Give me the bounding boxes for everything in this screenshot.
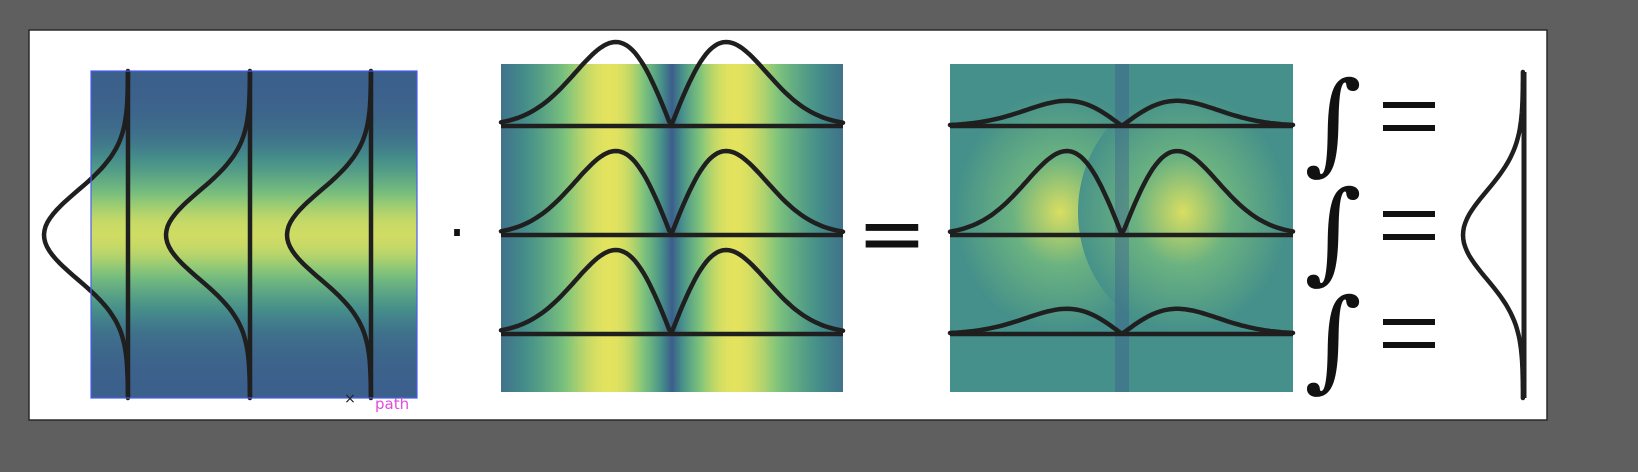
product-null-band <box>1115 64 1129 392</box>
result-gaussian-curve[interactable] <box>1460 69 1526 401</box>
equals-small-bottom-bar-3 <box>1383 342 1435 348</box>
product-curve-2[interactable] <box>947 148 1296 236</box>
derivative-curve-1[interactable] <box>498 39 846 126</box>
equals-small-top-bar-3 <box>1383 319 1435 325</box>
equals-sign: = <box>857 184 927 282</box>
product-curve-1[interactable] <box>947 98 1296 128</box>
integral-sign-2: ∫ <box>1304 167 1361 295</box>
product-lobe-2 <box>1078 92 1288 332</box>
equals-small-bottom-bar-2 <box>1383 234 1435 240</box>
integral-sign-3: ∫ <box>1304 275 1361 403</box>
gaussian-curve-1[interactable] <box>41 68 131 401</box>
product-curve-3[interactable] <box>947 306 1296 336</box>
selection-bounding-box[interactable] <box>90 70 418 399</box>
x-cross-icon: × <box>344 391 356 407</box>
gaussian-curve-3[interactable] <box>284 68 374 401</box>
equals-small-top-bar-1 <box>1383 102 1435 108</box>
integral-sign-1: ∫ <box>1304 58 1361 186</box>
derivative-curve-3[interactable] <box>498 247 846 334</box>
equals-small-top-bar-2 <box>1383 211 1435 217</box>
multiply-dot: · <box>448 201 466 266</box>
equals-small-bottom-bar-1 <box>1383 125 1435 131</box>
gaussian-curve-2[interactable] <box>163 68 253 401</box>
derivative-curve-2[interactable] <box>498 148 846 235</box>
hover-label: path <box>375 395 410 413</box>
panel-gaussian-field <box>91 71 417 398</box>
